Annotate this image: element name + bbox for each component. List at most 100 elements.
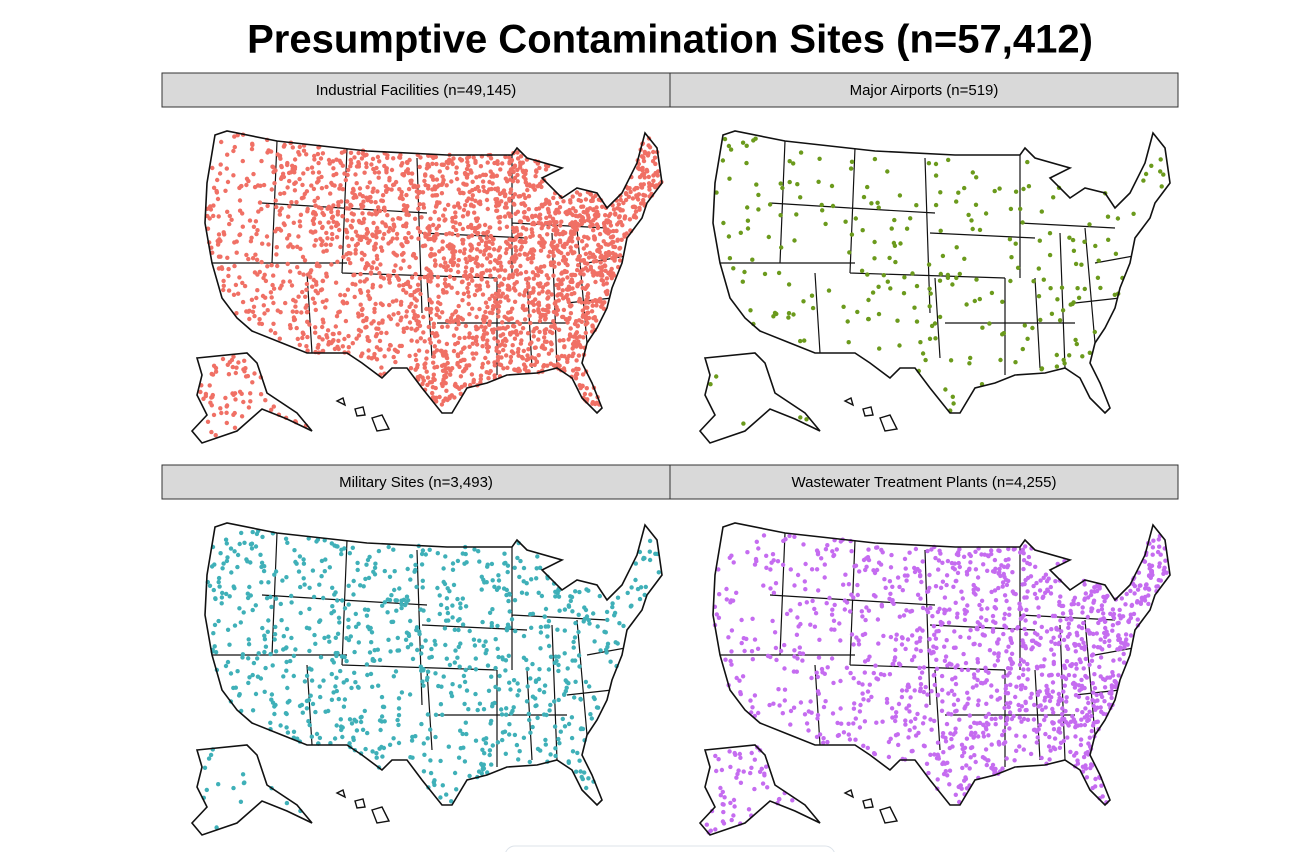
site-dot bbox=[1031, 717, 1037, 722]
site-dot bbox=[513, 256, 518, 262]
site-dot bbox=[488, 273, 493, 278]
site-dot bbox=[1126, 619, 1131, 625]
site-dot bbox=[504, 353, 509, 358]
site-dot bbox=[1000, 332, 1005, 337]
site-dot bbox=[562, 607, 568, 612]
site-dot bbox=[989, 742, 994, 747]
site-dot bbox=[338, 244, 343, 250]
site-dot bbox=[336, 615, 342, 620]
site-dot bbox=[938, 228, 943, 233]
site-dot bbox=[312, 157, 317, 162]
site-dot bbox=[487, 252, 492, 257]
site-dot bbox=[1161, 172, 1166, 177]
site-dot bbox=[320, 224, 325, 230]
site-dot bbox=[269, 187, 274, 192]
site-dot bbox=[291, 297, 296, 303]
site-dot bbox=[588, 191, 593, 196]
site-dot bbox=[583, 314, 589, 319]
site-dot bbox=[1064, 699, 1069, 704]
site-dot bbox=[377, 159, 382, 164]
site-dot bbox=[433, 734, 438, 740]
site-dot bbox=[319, 558, 325, 564]
site-dot bbox=[272, 632, 278, 637]
site-dot bbox=[454, 787, 459, 792]
site-dot bbox=[501, 189, 506, 195]
site-dot bbox=[1042, 717, 1047, 723]
site-dot bbox=[841, 304, 846, 309]
site-dot bbox=[427, 547, 432, 552]
site-dot bbox=[205, 419, 211, 424]
site-dot bbox=[829, 627, 834, 632]
site-dot bbox=[537, 318, 543, 324]
site-dot bbox=[1017, 707, 1022, 713]
site-dot bbox=[518, 238, 524, 243]
site-dot bbox=[216, 214, 221, 219]
site-dot bbox=[355, 241, 360, 246]
site-dot bbox=[445, 324, 450, 329]
site-dot bbox=[363, 746, 368, 752]
site-dot bbox=[590, 401, 595, 406]
site-dot bbox=[553, 594, 558, 599]
site-dot bbox=[374, 751, 379, 756]
site-dot bbox=[476, 241, 481, 247]
site-dot bbox=[888, 736, 893, 741]
site-dot bbox=[463, 323, 469, 329]
site-dot bbox=[469, 233, 475, 238]
site-dot bbox=[361, 584, 366, 589]
site-dot bbox=[444, 606, 450, 611]
site-dot bbox=[809, 293, 815, 298]
site-dot bbox=[343, 177, 348, 183]
site-dot bbox=[792, 534, 797, 539]
site-dot bbox=[560, 716, 565, 722]
hawaii-outline bbox=[335, 396, 347, 407]
site-dot bbox=[1049, 627, 1054, 632]
site-dot bbox=[435, 551, 440, 556]
site-dot bbox=[346, 345, 351, 350]
site-dot bbox=[504, 205, 509, 210]
site-dot bbox=[640, 168, 645, 173]
site-dot bbox=[402, 236, 408, 241]
site-dot bbox=[252, 371, 257, 376]
site-dot bbox=[439, 363, 445, 368]
site-dot bbox=[1094, 692, 1099, 698]
site-dot bbox=[903, 722, 908, 727]
site-dot bbox=[569, 735, 575, 741]
site-dot bbox=[576, 612, 581, 617]
site-dot bbox=[397, 283, 402, 288]
figure-title: Presumptive Contamination Sites (n=57,41… bbox=[247, 18, 1093, 62]
site-dot bbox=[1038, 578, 1043, 583]
site-dot bbox=[825, 665, 830, 670]
site-dot bbox=[556, 327, 562, 332]
site-dot bbox=[942, 595, 948, 600]
site-dot bbox=[528, 320, 533, 326]
site-dot bbox=[1007, 237, 1013, 242]
site-dot bbox=[744, 143, 749, 148]
site-dot bbox=[284, 668, 289, 673]
site-dot bbox=[462, 561, 467, 566]
site-dot bbox=[269, 295, 274, 300]
site-dot bbox=[209, 429, 214, 435]
site-dot bbox=[656, 570, 661, 575]
site-dot bbox=[746, 807, 752, 812]
site-dot bbox=[750, 257, 755, 262]
site-dot bbox=[497, 220, 502, 225]
site-dot bbox=[447, 319, 453, 325]
site-dot bbox=[207, 583, 213, 588]
site-dot bbox=[311, 216, 317, 221]
panel-strip bbox=[669, 72, 1179, 108]
site-dot bbox=[433, 204, 439, 209]
site-dot bbox=[310, 568, 316, 573]
site-dot bbox=[511, 678, 517, 683]
site-dot bbox=[547, 220, 553, 225]
site-dot bbox=[447, 274, 453, 279]
site-dot bbox=[885, 169, 890, 174]
site-dot bbox=[361, 199, 366, 204]
site-dot bbox=[604, 609, 610, 615]
site-dot bbox=[390, 299, 396, 304]
site-dot bbox=[579, 221, 584, 227]
site-dot bbox=[370, 189, 375, 194]
site-dot bbox=[841, 730, 847, 735]
site-dot bbox=[404, 290, 409, 295]
site-dot bbox=[827, 595, 832, 601]
site-dot bbox=[480, 317, 486, 322]
